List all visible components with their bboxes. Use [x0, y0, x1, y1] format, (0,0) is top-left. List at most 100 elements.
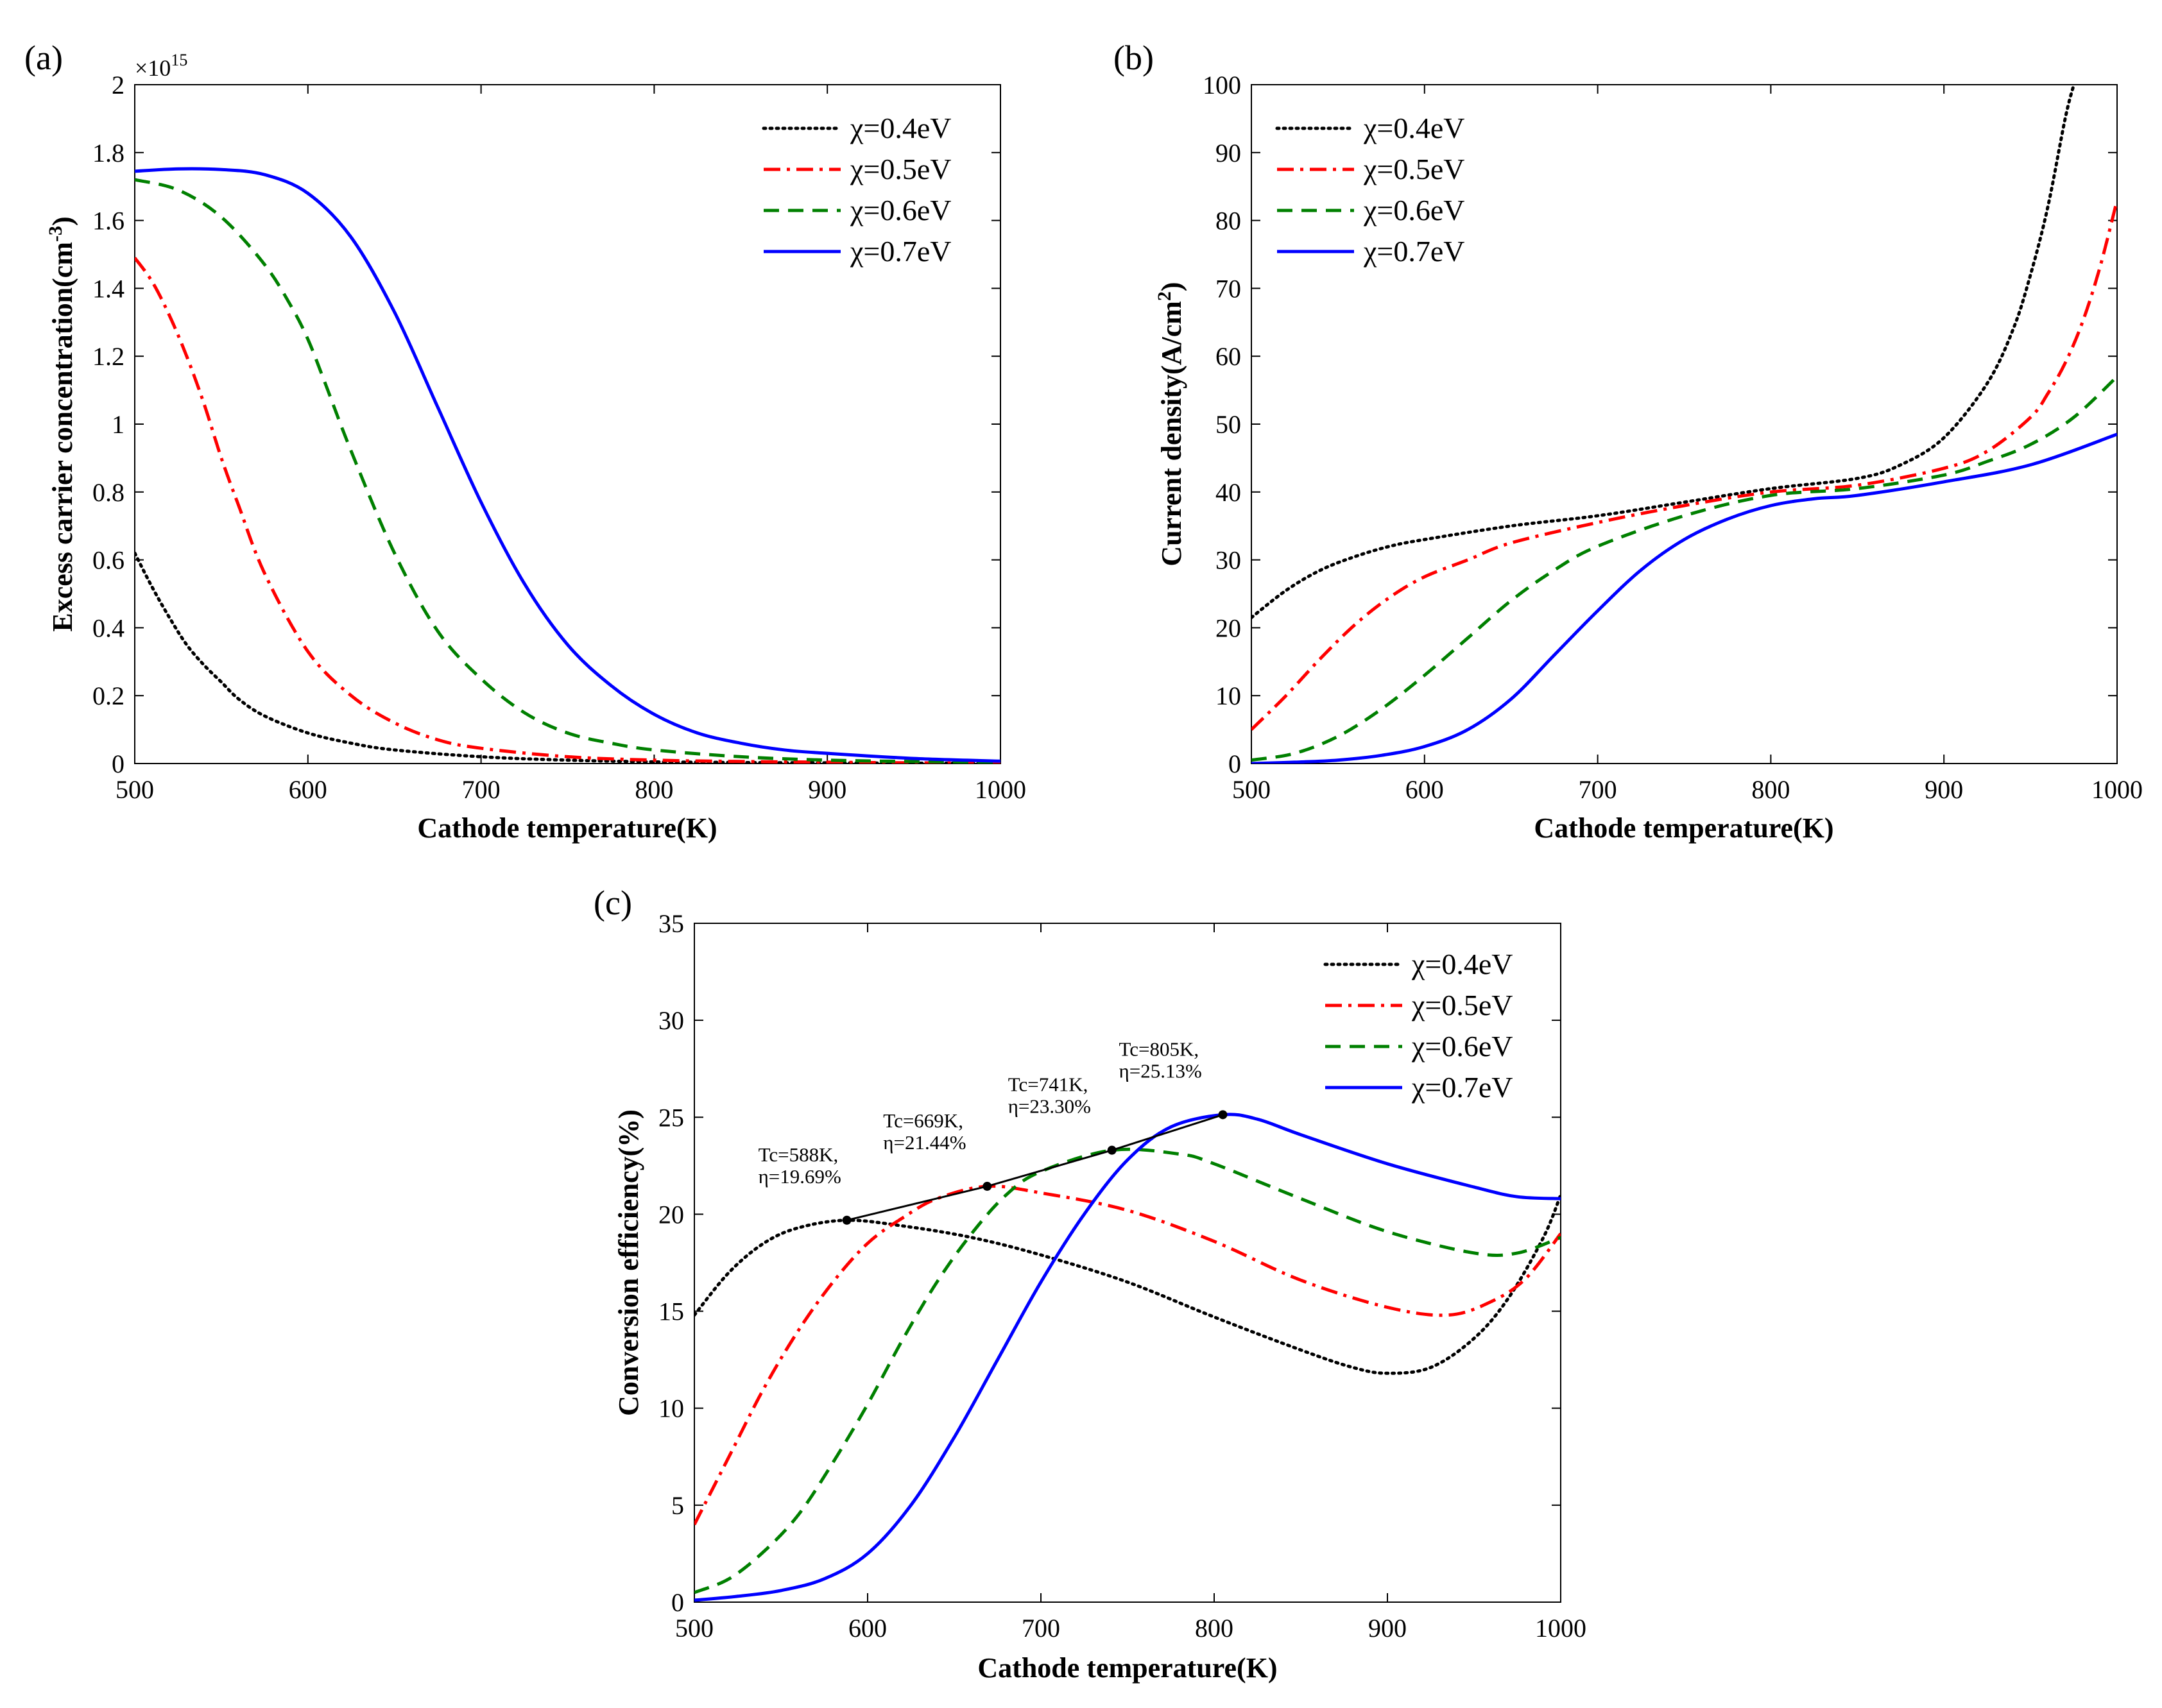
y-tick-label: 1.4 [92, 274, 124, 303]
optimum-point [982, 1181, 992, 1191]
legend-label: χ=0.4eV [1411, 948, 1513, 980]
optimum-point [1218, 1110, 1228, 1120]
panel-b-xlabel: Cathode temperature(K) [1534, 812, 1833, 844]
legend-label: χ=0.5eV [1411, 989, 1513, 1021]
panel-c: (c) 500 600 700 800 900 1000 0 5 10 15 20 25 30 35 Tc… [594, 884, 1586, 1684]
panel-a-legend: χ=0.4eV χ=0.5eV χ=0.6eV χ=0.7eV [762, 112, 952, 268]
panel-c-ylabel: Conversion efficiency(%) [613, 1109, 644, 1416]
y-tick-label: 10 [1215, 681, 1241, 710]
y-tick-label: 5 [671, 1491, 684, 1520]
optimum-trend-line [846, 1113, 1223, 1222]
y-tick-label: 20 [1215, 613, 1241, 642]
y-tick-label: 1.2 [92, 342, 124, 371]
optimum-label-temperature: Tc=805K, [1119, 1038, 1199, 1060]
optimum-label-efficiency: η=23.30% [1008, 1095, 1091, 1118]
y-tick-label: 50 [1215, 410, 1241, 439]
legend-label: χ=0.5eV [1363, 153, 1465, 185]
series-line-chi-4 [694, 1193, 1561, 1375]
panel-c-legend: χ=0.4eV χ=0.5eV χ=0.6eV χ=0.7eV [1323, 948, 1513, 1104]
x-tick-label: 500 [675, 1614, 714, 1643]
panel-c-annotations: Tc=588K,η=19.69% Tc=669K,η=21.44% Tc=741K,… [759, 1038, 1228, 1225]
y-tick-label: 1.8 [92, 139, 124, 167]
panel-a: (a) ×1015 500 600 700 800 900 1000 0 0.2 0.4 0.6 0… [24, 38, 1026, 844]
x-tick-label: 700 [462, 775, 501, 804]
series-line-chi-6 [1251, 375, 2117, 762]
x-tick-label: 1000 [975, 775, 1026, 804]
legend-label: χ=0.5eV [850, 153, 952, 185]
y-tick-label: 30 [1215, 546, 1241, 575]
y-tick-label: 1 [112, 410, 124, 439]
series-line-chi-4 [1251, 85, 2076, 619]
panel-c-ticks: 500 600 700 800 900 1000 0 5 10 15 20 25 30 35 [658, 909, 1586, 1643]
y-tick-label: 25 [658, 1103, 684, 1132]
legend-label: χ=0.7eV [1411, 1071, 1513, 1104]
panel-a-plot-area [134, 84, 1001, 764]
y-tick-label: 0 [1228, 749, 1241, 778]
y-tick-label: 70 [1215, 274, 1241, 303]
panel-a-label: (a) [24, 38, 63, 77]
y-tick-label: 20 [658, 1200, 684, 1229]
panel-c-label: (c) [594, 884, 632, 922]
optimum-label-efficiency: η=25.13% [1119, 1059, 1202, 1082]
panel-c-series [694, 1113, 1561, 1602]
x-tick-label: 600 [1405, 775, 1444, 804]
optimum-label-efficiency: η=19.69% [759, 1165, 841, 1188]
legend-label: χ=0.7eV [1363, 235, 1465, 268]
y-tick-label: 0.6 [92, 546, 124, 575]
series-line-chi-5 [135, 257, 1000, 764]
panel-b-plot-area [1251, 84, 2118, 764]
panel-a-ticks: 500 600 700 800 900 1000 0 0.2 0.4 0.6 0.8 1 1.2 1.4 1… [92, 71, 1026, 804]
y-tick-label: 40 [1215, 478, 1241, 507]
y-tick-label: 0.2 [92, 681, 124, 710]
y-tick-label: 15 [658, 1297, 684, 1326]
panel-b-label: (b) [1113, 38, 1154, 77]
y-tick-label: 0 [112, 749, 124, 778]
optimum-label-efficiency: η=21.44% [883, 1131, 966, 1154]
y-tick-label: 0.8 [92, 478, 124, 507]
panel-b-legend: χ=0.4eV χ=0.5eV χ=0.6eV χ=0.7eV [1275, 112, 1465, 268]
y-tick-label: 80 [1215, 207, 1241, 235]
y-tick-label: 90 [1215, 139, 1241, 167]
panel-c-plot-area [694, 923, 1561, 1603]
x-tick-label: 900 [1925, 775, 1963, 804]
x-tick-label: 1000 [2091, 775, 2143, 804]
panel-a-xlabel: Cathode temperature(K) [417, 812, 717, 844]
series-line-chi-7 [135, 167, 1000, 763]
legend-label: χ=0.4eV [1363, 112, 1465, 144]
series-line-chi-7 [1251, 432, 2117, 764]
x-tick-label: 1000 [1535, 1614, 1586, 1643]
legend-label: χ=0.7eV [850, 235, 952, 268]
y-tick-label: 0 [671, 1588, 684, 1617]
panel-b-ylabel: Current density(A/cm2) [1154, 282, 1187, 566]
panel-a-multiplier: ×1015 [135, 51, 187, 81]
x-tick-label: 800 [635, 775, 673, 804]
x-tick-label: 700 [1579, 775, 1617, 804]
legend-label: χ=0.4eV [850, 112, 952, 144]
series-line-chi-5 [694, 1184, 1561, 1526]
series-line-chi-6 [694, 1147, 1561, 1594]
x-tick-label: 900 [1368, 1614, 1407, 1643]
y-tick-label: 1.6 [92, 207, 124, 235]
optimum-label-temperature: Tc=741K, [1008, 1073, 1088, 1096]
panel-b-series [1251, 85, 2117, 764]
y-tick-label: 35 [658, 909, 684, 938]
y-tick-label: 60 [1215, 342, 1241, 371]
panel-b: (b) 500 600 700 800 900 1000 0 10 20 30 40 50 60 70 80… [1113, 38, 2143, 844]
series-line-chi-6 [135, 178, 1000, 764]
x-tick-label: 600 [848, 1614, 887, 1643]
legend-label: χ=0.6eV [1411, 1030, 1513, 1063]
optimum-label-temperature: Tc=588K, [759, 1143, 839, 1166]
y-tick-label: 2 [112, 71, 124, 99]
y-tick-label: 10 [658, 1394, 684, 1423]
y-tick-label: 100 [1203, 71, 1241, 99]
panel-c-xlabel: Cathode temperature(K) [977, 1652, 1277, 1684]
y-tick-label: 30 [658, 1006, 684, 1035]
optimum-label-temperature: Tc=669K, [883, 1109, 963, 1132]
x-tick-label: 600 [289, 775, 327, 804]
legend-label: χ=0.6eV [850, 194, 952, 226]
series-line-chi-7 [694, 1113, 1561, 1602]
series-line-chi-5 [1251, 200, 2117, 731]
panel-a-series [135, 167, 1000, 764]
x-tick-label: 800 [1751, 775, 1790, 804]
